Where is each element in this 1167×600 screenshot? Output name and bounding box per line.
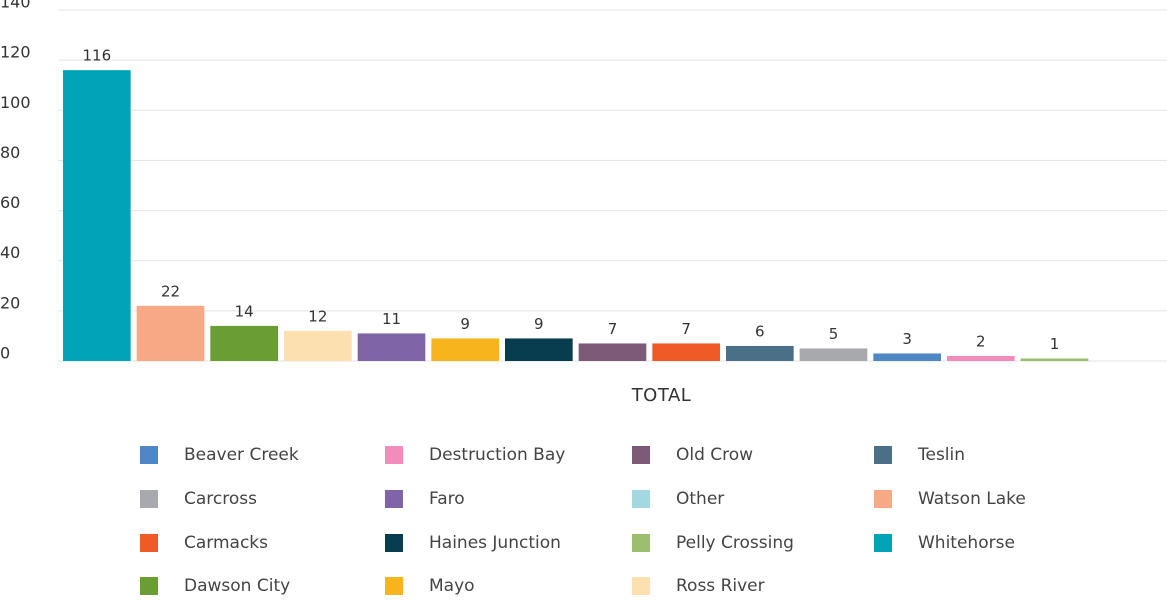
value-label: 5: [829, 325, 839, 343]
legend-swatch: [385, 490, 403, 508]
bar: [799, 348, 868, 361]
y-tick-label: 140: [0, 0, 31, 12]
legend-label: Haines Junction: [429, 533, 561, 553]
legend-swatch: [632, 446, 650, 464]
legend-swatch: [632, 490, 650, 508]
value-label: 22: [161, 282, 180, 300]
legend-label: Watson Lake: [918, 489, 1026, 509]
bar: [284, 330, 352, 361]
value-label: 9: [460, 315, 470, 333]
bar: [63, 70, 131, 362]
bar: [726, 345, 794, 361]
y-tick-label: 40: [0, 243, 20, 262]
bar: [210, 325, 278, 361]
legend-swatch: [385, 534, 403, 552]
legend-label: Dawson City: [184, 576, 290, 596]
legend-swatch: [140, 577, 158, 595]
bar: [578, 343, 647, 361]
legend-label: Destruction Bay: [429, 445, 565, 465]
bar: [1020, 358, 1089, 361]
legend-label: Ross River: [676, 576, 765, 596]
legend-swatch: [874, 534, 892, 552]
legend-label: Pelly Crossing: [676, 533, 794, 553]
legend-swatch: [385, 577, 403, 595]
value-label: 11: [382, 310, 401, 328]
legend-swatch: [874, 490, 892, 508]
legend-label: Faro: [429, 489, 465, 509]
value-label: 1: [1050, 335, 1060, 353]
legend-label: Carcross: [184, 489, 257, 509]
legend-label: Other: [676, 489, 724, 509]
bar: [357, 333, 426, 361]
bar: [505, 338, 573, 361]
legend-swatch: [632, 534, 650, 552]
y-tick-label: 100: [0, 93, 31, 112]
x-category-label: TOTAL: [631, 385, 692, 406]
y-tick-label: 0: [0, 344, 10, 363]
y-tick-label: 80: [0, 143, 20, 162]
bar: [947, 355, 1015, 361]
legend-swatch: [140, 490, 158, 508]
legend-swatch: [632, 577, 650, 595]
bar: [873, 353, 941, 361]
legend-swatch: [874, 446, 892, 464]
legend-swatch: [140, 446, 158, 464]
legend-label: Old Crow: [676, 445, 753, 465]
value-label: 7: [681, 320, 691, 338]
value-label: 12: [308, 307, 327, 325]
legend-label: Mayo: [429, 576, 475, 596]
y-tick-label: 20: [0, 293, 20, 312]
legend-label: Teslin: [917, 445, 965, 465]
bar: [431, 338, 499, 361]
legend-label: Carmacks: [184, 533, 268, 553]
value-label: 2: [976, 332, 986, 350]
bar: [652, 343, 720, 361]
bar: [136, 305, 205, 361]
legend-swatch: [140, 534, 158, 552]
value-label: 6: [755, 322, 765, 340]
value-label: 7: [608, 320, 618, 338]
y-tick-label: 60: [0, 193, 20, 212]
y-tick-label: 120: [0, 43, 31, 62]
legend-label: Beaver Creek: [184, 445, 299, 465]
value-label: 116: [83, 47, 112, 65]
legend-swatch: [385, 446, 403, 464]
value-label: 9: [534, 315, 544, 333]
value-label: 14: [235, 302, 254, 320]
legend-label: Whitehorse: [918, 533, 1015, 553]
value-label: 3: [902, 330, 912, 348]
